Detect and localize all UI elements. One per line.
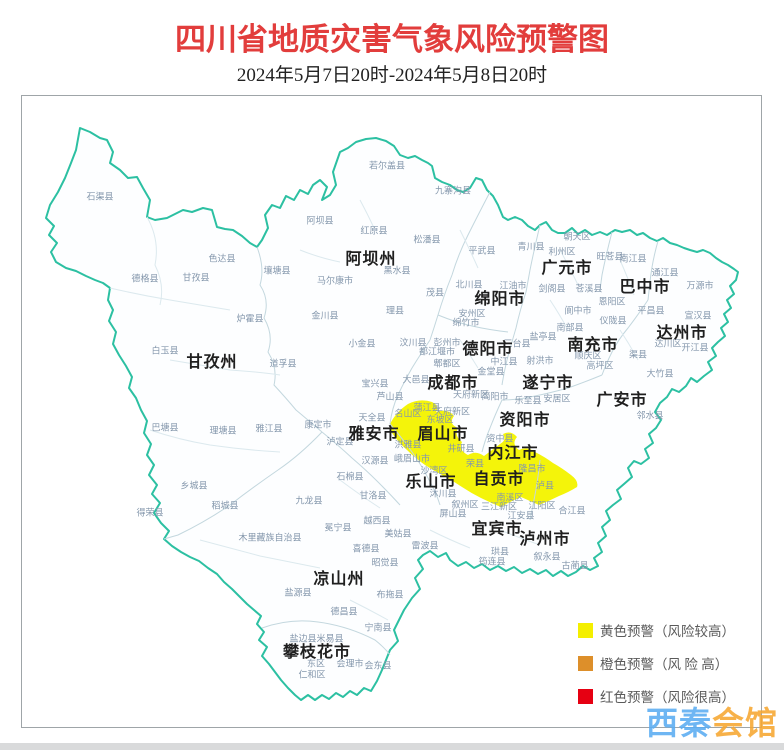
red-warning-swatch	[578, 688, 593, 704]
watermark-part2: 会馆	[712, 705, 779, 741]
legend-item-orange: 橙色预警（风 险 高）	[578, 652, 735, 674]
sichuan-map	[45, 127, 739, 701]
bottom-strip	[0, 743, 784, 750]
legend-label: 黄色预警（风险较高）	[600, 624, 735, 639]
page-title: 四川省地质灾害气象风险预警图	[175, 22, 609, 57]
county-borders	[109, 199, 639, 621]
legend-item-red: 红色预警（风险很高）	[578, 685, 735, 707]
date-range: 2024年5月7日20时-2024年5月8日20时	[236, 65, 548, 86]
watermark: 西秦会馆	[646, 698, 778, 744]
orange-warning-swatch	[578, 655, 593, 671]
legend: 黄色预警（风险较高） 橙色预警（风 险 高） 红色预警（风险很高）	[578, 619, 735, 718]
legend-label: 红色预警（风险很高）	[600, 690, 735, 705]
legend-label: 橙色预警（风 险 高）	[600, 657, 729, 672]
yellow-warning-region	[390, 400, 578, 507]
watermark-part1: 西秦	[646, 705, 713, 741]
legend-item-yellow: 黄色预警（风险较高）	[578, 619, 735, 641]
prefecture-borders	[163, 191, 659, 656]
yellow-warning-swatch	[578, 622, 593, 638]
